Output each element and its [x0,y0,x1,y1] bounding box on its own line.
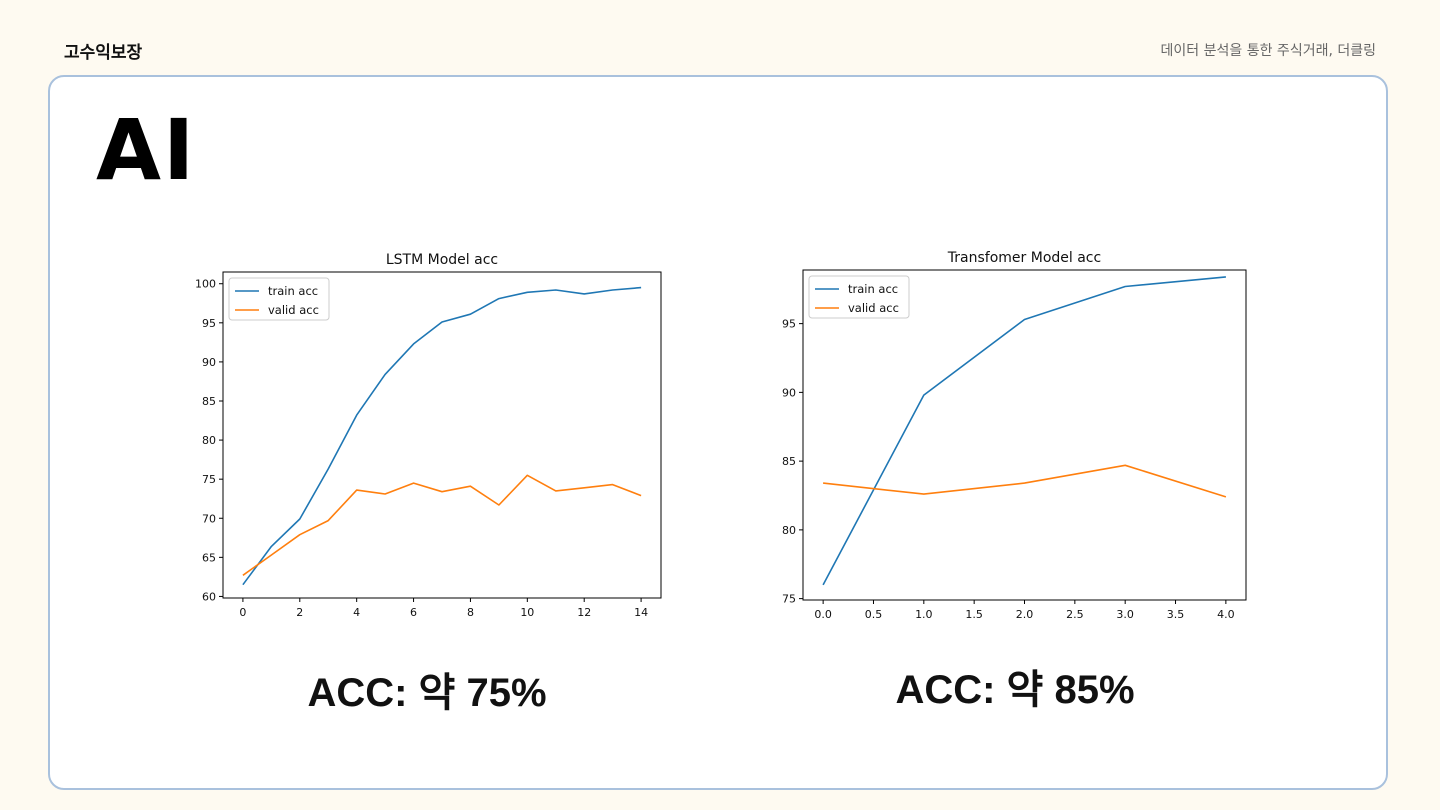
y-tick-label: 60 [202,590,216,603]
x-tick-label: 2 [296,606,303,619]
chart-title: LSTM Model acc [386,252,498,268]
x-tick-label: 2.5 [1066,608,1084,621]
y-tick-label: 70 [202,512,216,525]
x-tick-label: 1.5 [965,608,983,621]
y-tick-label: 95 [202,317,216,330]
y-tick-label: 85 [202,395,216,408]
transformer-accuracy-caption: ACC: 약 85% [895,668,1135,712]
x-tick-label: 4.0 [1217,608,1235,621]
legend-label: valid acc [268,303,319,317]
x-tick-label: 2.0 [1016,608,1034,621]
series-line-valid-acc [823,464,1227,498]
series-line-valid-acc [242,474,642,576]
y-tick-label: 65 [202,551,216,564]
y-tick-label: 90 [202,356,216,369]
tagline: 데이터 분석을 통한 주식거래, 더클링 [1160,43,1376,59]
content-card [48,75,1388,790]
x-tick-label: 0 [239,606,246,619]
y-tick-label: 75 [782,593,796,606]
x-tick-label: 10 [520,606,534,619]
y-tick-label: 80 [782,524,796,537]
legend-label: valid acc [848,301,899,315]
series-line-train-acc [822,276,1226,586]
x-tick-label: 3.5 [1167,608,1185,621]
legend-label: train acc [848,282,898,296]
y-tick-label: 75 [202,473,216,486]
legend-label: train acc [268,284,318,298]
y-tick-label: 80 [202,434,216,447]
x-tick-label: 8 [467,606,474,619]
chart-title: Transfomer Model acc [947,250,1101,266]
lstm-accuracy-chart: LSTM Model acc 0 2 4 6 8 10 12 14 60 65 70 75 80 85 90 9… [195,252,662,619]
x-tick-label: 1.0 [915,608,933,621]
x-tick-label: 12 [577,606,591,619]
x-tick-label: 3.0 [1116,608,1134,621]
x-tick-label: 0.5 [865,608,883,621]
plot-frame [222,271,662,599]
brand-name: 고수익보장 [64,43,143,63]
x-tick-label: 6 [410,606,417,619]
transformer-accuracy-chart: Transfomer Model acc 0.0 0.5 1.0 1.5 2.0 2.5 3.… [782,250,1247,621]
x-tick-label: 0.0 [814,608,832,621]
y-tick-label: 90 [782,386,796,399]
series-line-train-acc [242,286,642,586]
y-tick-label: 95 [782,318,796,331]
y-tick-label: 85 [782,455,796,468]
lstm-accuracy-caption: ACC: 약 75% [307,671,547,715]
slide-heading: AI [96,101,197,199]
y-tick-label: 100 [195,278,216,291]
x-tick-label: 14 [634,606,648,619]
x-tick-label: 4 [353,606,360,619]
